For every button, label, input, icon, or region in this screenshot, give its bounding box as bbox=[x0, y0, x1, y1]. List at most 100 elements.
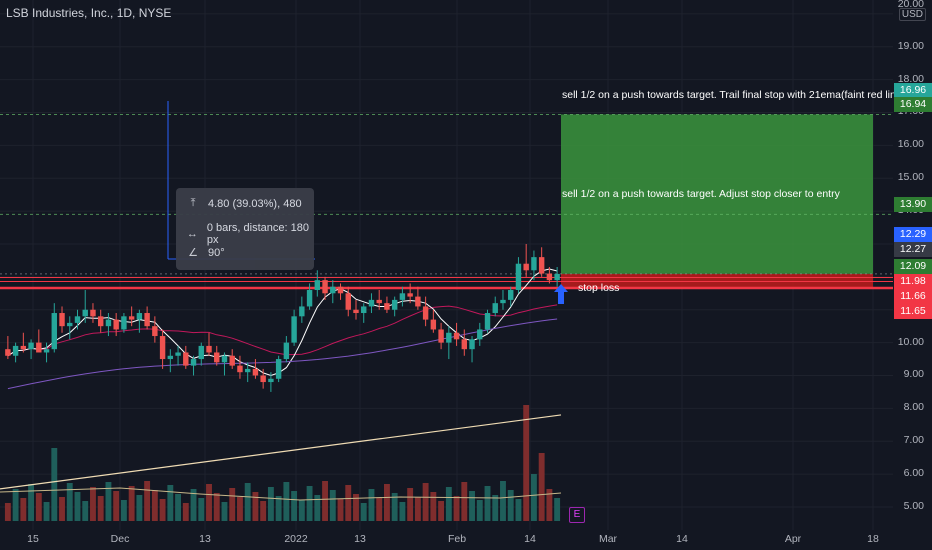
earnings-badge[interactable]: E bbox=[569, 507, 585, 523]
volume-bar bbox=[151, 490, 158, 521]
candle-body bbox=[422, 306, 429, 320]
volume-bar bbox=[97, 496, 104, 521]
annotation-target2[interactable]: sell 1/2 on a push towards target. Trail… bbox=[562, 89, 906, 101]
volume-bar bbox=[43, 502, 50, 521]
candle-body bbox=[113, 319, 119, 330]
candle-body bbox=[252, 368, 259, 376]
angle-icon: ∠ bbox=[188, 247, 198, 259]
time-tick-label: Mar bbox=[598, 533, 618, 545]
measure-angle-text: 90° bbox=[208, 246, 225, 259]
candle-body bbox=[546, 273, 553, 281]
ma-200-line bbox=[0, 414, 562, 490]
currency-label[interactable]: USD bbox=[898, 8, 926, 21]
time-tick-label: 14 bbox=[524, 533, 536, 545]
volume-bar bbox=[376, 498, 383, 521]
volume-bar bbox=[28, 484, 35, 521]
volume-bar bbox=[167, 485, 174, 521]
price-label: 16.96 bbox=[894, 83, 932, 98]
measure-range-row: ⤒ 4.80 (39.03%), 480 bbox=[186, 197, 302, 210]
time-tick-label: Feb bbox=[447, 533, 467, 545]
price-tick-label: 6.00 bbox=[903, 467, 924, 480]
time-tick-label: 18 bbox=[867, 533, 879, 545]
volume-bar bbox=[128, 486, 135, 521]
volume-bar bbox=[90, 487, 96, 521]
candle-body bbox=[51, 313, 57, 350]
volume-bar bbox=[360, 503, 367, 521]
candle-body bbox=[283, 342, 290, 360]
time-tick-label: 2022 bbox=[284, 533, 308, 545]
price-tick-label: 10.00 bbox=[897, 335, 924, 348]
volume-bar bbox=[507, 490, 514, 521]
volume-bar bbox=[190, 489, 197, 521]
candle-body bbox=[554, 273, 560, 281]
candle-body bbox=[167, 355, 174, 360]
annotation-target1[interactable]: sell 1/2 on a push towards target. Adjus… bbox=[562, 188, 840, 200]
candle-body bbox=[376, 299, 382, 304]
measure-tooltip: ⤒ 4.80 (39.03%), 480 ↔ 0 bars, distance:… bbox=[176, 188, 314, 270]
ema-21-line bbox=[7, 304, 558, 357]
entry-arrow-icon[interactable] bbox=[554, 284, 568, 304]
volume-bar bbox=[469, 491, 475, 521]
annotation-stop-loss[interactable]: stop loss bbox=[578, 282, 620, 294]
price-label: 12.29 bbox=[894, 227, 932, 242]
candle-body bbox=[453, 332, 460, 340]
price-tick-label: 7.00 bbox=[903, 434, 924, 447]
volume-bar bbox=[105, 482, 112, 521]
volume-bar bbox=[337, 499, 344, 521]
volume-bar bbox=[283, 482, 290, 521]
candle-body bbox=[260, 375, 266, 383]
volume-bar bbox=[422, 483, 429, 521]
candle-body bbox=[399, 293, 406, 300]
candle-body bbox=[461, 339, 468, 350]
volume-bar bbox=[120, 500, 127, 521]
candle-body bbox=[268, 378, 274, 383]
volume-bar bbox=[206, 484, 212, 521]
candle-body bbox=[159, 336, 166, 360]
price-tick-label: 8.00 bbox=[903, 401, 924, 414]
candle-body bbox=[469, 339, 475, 350]
candle-body bbox=[90, 309, 96, 317]
volume-bar bbox=[298, 500, 305, 521]
volume-bar bbox=[461, 482, 468, 521]
candle-body bbox=[415, 296, 421, 307]
candle-body bbox=[353, 309, 359, 314]
candle-body bbox=[82, 309, 88, 317]
volume-bar bbox=[515, 499, 522, 521]
volume-bar bbox=[229, 488, 236, 521]
candle-body bbox=[28, 342, 34, 350]
candle-body bbox=[345, 293, 351, 310]
volume-bar bbox=[182, 503, 189, 521]
candle-body bbox=[492, 303, 498, 314]
measure-bars-row: ↔ 0 bars, distance: 180 px bbox=[186, 222, 314, 246]
volume-bar bbox=[221, 502, 228, 521]
candle-body bbox=[275, 359, 282, 379]
volume-bar bbox=[291, 491, 298, 521]
volume-bar bbox=[399, 502, 406, 521]
candle-body bbox=[128, 316, 135, 320]
volume-bar bbox=[66, 483, 73, 521]
candle-body bbox=[59, 313, 65, 327]
price-label: 11.98 bbox=[894, 274, 932, 289]
candle-body bbox=[477, 329, 483, 340]
price-label: 13.90 bbox=[894, 197, 932, 212]
candle-body bbox=[391, 299, 398, 310]
target-zone bbox=[561, 114, 873, 274]
volume-bar bbox=[20, 498, 27, 521]
candle-body bbox=[152, 326, 158, 337]
candle-body bbox=[183, 352, 189, 366]
ma-50-line bbox=[7, 318, 558, 390]
candle-body bbox=[446, 332, 452, 343]
price-tick-label: 18.00 bbox=[897, 72, 924, 85]
candle-body bbox=[67, 322, 73, 327]
volume-bar bbox=[453, 496, 460, 521]
price-label: 11.66 bbox=[894, 289, 932, 304]
candle-body bbox=[136, 313, 143, 320]
volume-bar bbox=[353, 494, 359, 521]
candle-body bbox=[175, 352, 181, 356]
volume-bar bbox=[414, 497, 421, 521]
measure-range-text: 4.80 (39.03%), 480 bbox=[208, 197, 302, 210]
volume-bar bbox=[59, 497, 65, 521]
price-label: 16.94 bbox=[894, 97, 932, 112]
candle-body bbox=[5, 349, 11, 356]
